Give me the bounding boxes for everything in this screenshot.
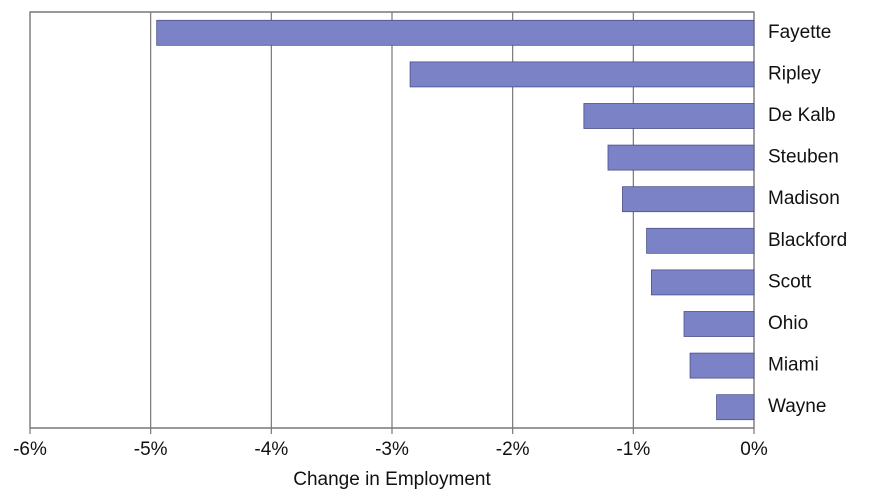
- y-tick-label: Blackford: [768, 230, 847, 251]
- x-tick-label: -2%: [496, 439, 530, 460]
- y-tick-label: Scott: [768, 271, 812, 292]
- y-tick-label: Wayne: [768, 396, 826, 417]
- y-tick-label: Ohio: [768, 313, 808, 334]
- bar: [683, 311, 755, 337]
- bar: [651, 269, 755, 296]
- x-tick-label: -6%: [13, 439, 47, 460]
- bar: [156, 19, 755, 46]
- y-tick-label: De Kalb: [768, 105, 836, 126]
- y-tick-label: Fayette: [768, 22, 831, 43]
- y-tick-label: Ripley: [768, 63, 821, 84]
- bar: [689, 352, 755, 379]
- bar: [716, 394, 755, 421]
- bar: [622, 186, 755, 213]
- bar: [583, 103, 755, 129]
- x-axis-label: Change in Employment: [293, 469, 491, 490]
- bar: [607, 144, 755, 171]
- x-tick-label: -5%: [134, 439, 168, 460]
- x-tick-label: 0%: [740, 439, 768, 460]
- x-tick-label: -4%: [254, 439, 288, 460]
- y-tick-label: Steuben: [768, 147, 839, 168]
- y-tick-label: Madison: [768, 188, 840, 209]
- bar: [409, 61, 755, 88]
- x-tick-label: -1%: [616, 439, 650, 460]
- y-tick-label: Miami: [768, 355, 819, 376]
- bar: [646, 227, 755, 254]
- x-tick-label: -3%: [375, 439, 409, 460]
